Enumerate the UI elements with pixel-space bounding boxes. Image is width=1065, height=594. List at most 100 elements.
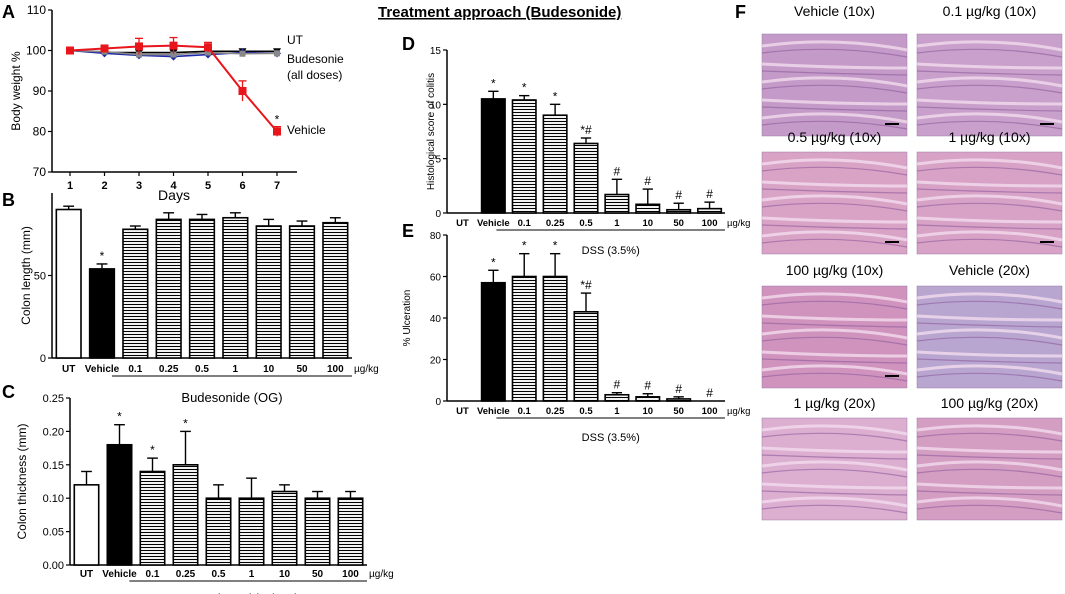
significance-mark: * xyxy=(150,443,155,457)
category-label: 50 xyxy=(673,218,684,229)
bar xyxy=(73,484,100,566)
y-tick-label: 10 xyxy=(430,100,442,111)
tissue-texture xyxy=(761,336,908,346)
bar xyxy=(480,98,506,214)
category-label: 1 xyxy=(233,364,239,375)
tissue-texture xyxy=(916,62,1063,70)
tissue-texture xyxy=(761,292,908,304)
category-label: 100 xyxy=(702,218,718,229)
category-label: 0.1 xyxy=(518,218,532,229)
significance-mark: *# xyxy=(580,278,592,292)
tissue-texture xyxy=(916,424,1063,436)
tissue-texture xyxy=(916,112,1063,124)
y-tick-label: 60 xyxy=(430,273,442,284)
significance-mark: # xyxy=(706,386,713,400)
significance-mark: * xyxy=(117,410,122,424)
category-label: 0.1 xyxy=(518,406,532,417)
tissue-texture xyxy=(916,224,1063,230)
tissue-texture xyxy=(916,372,1063,382)
tissue-texture xyxy=(761,106,908,112)
category-label: 0.25 xyxy=(546,406,565,417)
category-label: 0.5 xyxy=(195,364,209,375)
significance-mark: # xyxy=(706,187,713,201)
tissue-texture xyxy=(916,194,1063,206)
data-point xyxy=(239,50,246,57)
bar xyxy=(604,393,630,402)
tissue-texture xyxy=(916,98,1063,106)
chart-d-histological-score: 0 5 10 15 Histological score of colitis UT * Ve… xyxy=(426,46,750,257)
bar xyxy=(480,281,506,402)
tissue-texture xyxy=(916,504,1063,514)
y-tick-label: 0 xyxy=(435,397,441,408)
tissue-texture xyxy=(916,446,1063,454)
y-tick-label: 80 xyxy=(33,125,47,139)
unit-label: µg/kg xyxy=(727,406,750,417)
series-label-doses: (all doses) xyxy=(287,68,342,82)
significance-mark: * xyxy=(553,239,558,253)
figure-title: Treatment approach (Budesonide) xyxy=(378,4,621,21)
bar xyxy=(666,398,692,402)
data-point xyxy=(100,44,109,53)
y-axis-label: % Ulceration xyxy=(402,290,413,347)
series-label-ut: UT xyxy=(287,33,304,47)
y-tick-label: 0.25 xyxy=(43,393,64,405)
y-axis-label: Colon thickness (mm) xyxy=(15,423,29,539)
significance-mark: * xyxy=(183,416,188,430)
category-label: Vehicle xyxy=(477,406,510,417)
image-caption: 1 µg/kg (10x) xyxy=(949,129,1031,145)
group-label: Budesonide (OG) xyxy=(181,390,282,405)
bar xyxy=(222,216,249,359)
group-label: DSS (3.5%) xyxy=(582,245,640,257)
y-axis-label: Colon length (mm) xyxy=(19,226,33,325)
bar xyxy=(542,114,568,214)
tissue-texture xyxy=(761,372,908,382)
x-tick-label: 3 xyxy=(136,180,142,192)
image-caption: 0.5 µg/kg (10x) xyxy=(788,129,882,145)
bar xyxy=(604,193,630,214)
category-label: UT xyxy=(456,218,469,229)
group-label: DSS (3.5%) xyxy=(582,432,640,444)
tissue-texture xyxy=(761,202,908,212)
tissue-texture xyxy=(916,84,1063,94)
significance-mark: # xyxy=(614,378,621,392)
series-label-budesonide: Budesonie xyxy=(287,52,344,66)
y-tick-label: 110 xyxy=(27,3,46,17)
image-caption: Vehicle (10x) xyxy=(794,3,875,19)
tissue-texture xyxy=(761,460,908,472)
bar xyxy=(666,208,692,214)
bar xyxy=(573,310,599,402)
bar xyxy=(139,470,166,566)
bar xyxy=(322,221,349,359)
tissue-texture xyxy=(761,158,908,170)
y-tick-label: 0.00 xyxy=(43,560,64,572)
tissue-texture xyxy=(761,230,908,242)
y-tick-label: 0.15 xyxy=(43,460,64,472)
tissue-texture xyxy=(916,300,1063,310)
category-label: 1 xyxy=(614,406,620,417)
panel-letter-d: D xyxy=(402,34,415,54)
bar xyxy=(155,218,182,359)
data-point xyxy=(66,46,74,55)
bar xyxy=(205,497,232,566)
tissue-texture xyxy=(916,358,1063,364)
tissue-texture xyxy=(916,166,1063,176)
x-tick-label: 1 xyxy=(67,180,73,192)
tissue-texture xyxy=(761,224,908,230)
tissue-texture xyxy=(916,454,1063,460)
bar xyxy=(573,142,599,214)
tissue-texture xyxy=(916,106,1063,112)
y-axis-label: Histological score of colitis xyxy=(426,73,437,190)
tissue-texture xyxy=(761,76,908,88)
significance-mark: # xyxy=(644,174,651,188)
tissue-texture xyxy=(761,446,908,454)
group-label: Budesonide (OG) xyxy=(198,591,299,594)
category-label: 1 xyxy=(249,569,255,580)
category-label: 50 xyxy=(673,406,684,417)
unit-label: µg/kg xyxy=(727,218,750,229)
category-label: 100 xyxy=(342,569,359,580)
tissue-texture xyxy=(916,328,1063,340)
significance-mark: * xyxy=(553,89,558,103)
y-tick-label: 0 xyxy=(435,209,441,220)
y-axis-label: Body weight % xyxy=(9,51,23,131)
x-tick-label: 6 xyxy=(239,180,245,192)
